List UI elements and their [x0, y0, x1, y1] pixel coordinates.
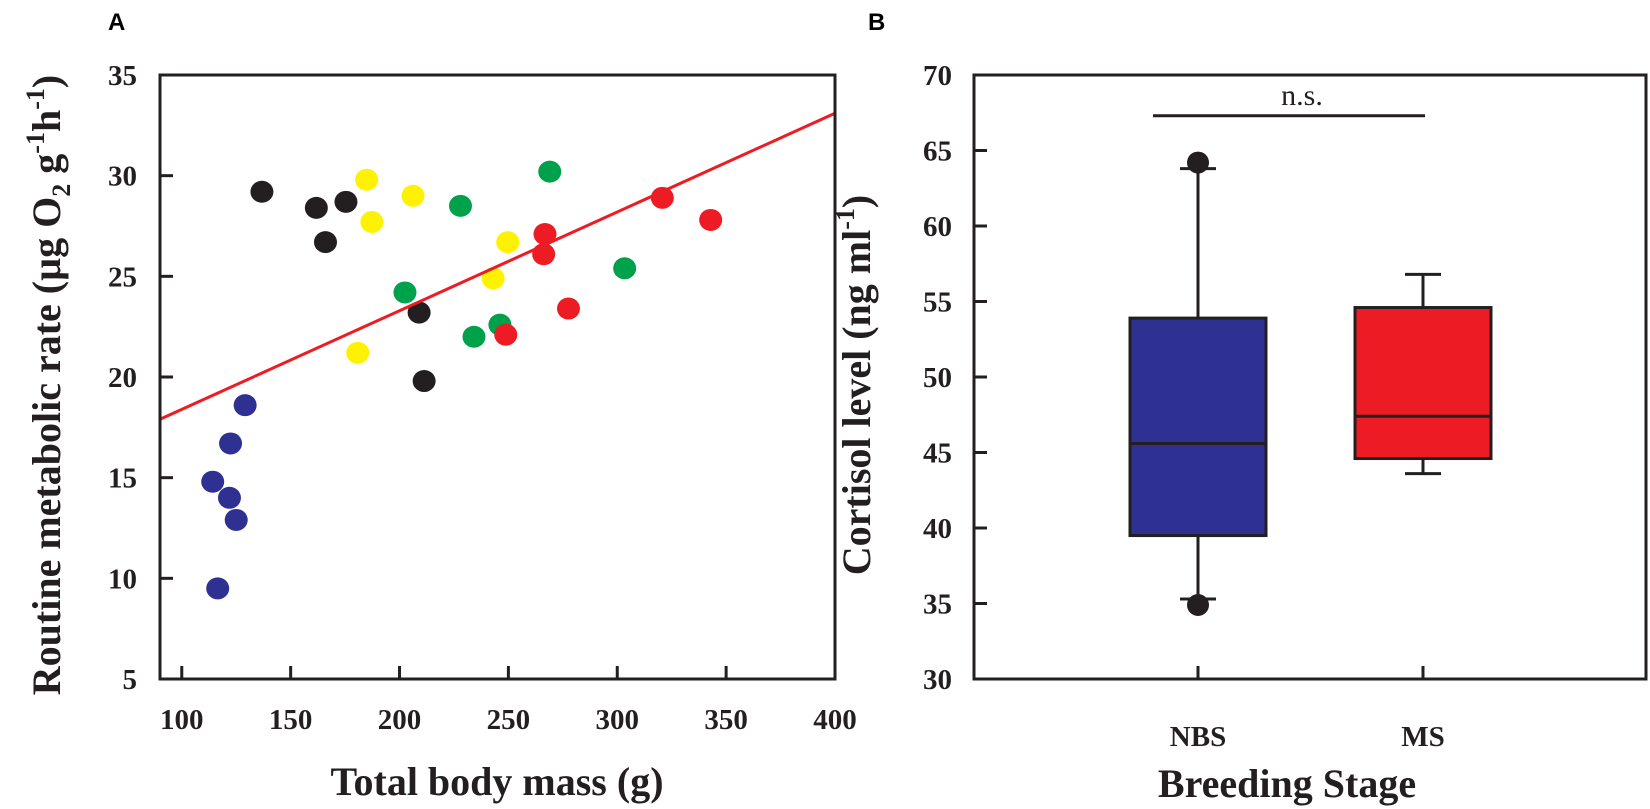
data-point-black — [334, 190, 358, 213]
y-tick-label: 35 — [108, 60, 137, 92]
box-nbs — [1128, 151, 1268, 617]
panel-label-b: B — [868, 9, 885, 36]
data-point-red — [650, 186, 674, 209]
y-title-sup: -1 — [831, 208, 860, 230]
y-title-main: Routine metabolic rate (µg O — [24, 197, 69, 696]
data-point-green — [393, 281, 417, 304]
data-point-green — [448, 194, 472, 217]
box-ms — [1353, 272, 1493, 476]
data-point-black — [304, 196, 328, 219]
y-tick-label: 70 — [923, 60, 952, 92]
y-tick-label: 15 — [108, 463, 137, 495]
x-tick-label: 300 — [596, 704, 640, 736]
data-point-red — [494, 323, 518, 346]
y-tick-label: 65 — [923, 136, 952, 168]
data-point-yellow — [346, 341, 370, 364]
x-tick-label: MS — [1401, 721, 1445, 753]
data-point-yellow — [355, 168, 379, 191]
data-point-green — [613, 257, 637, 280]
y-tick-label: 20 — [108, 362, 137, 394]
data-point-yellow — [360, 210, 384, 233]
panel-a-x-axis-title: Total body mass (g) — [330, 759, 663, 804]
data-point-yellow — [481, 267, 505, 290]
y-tick-label: 30 — [108, 161, 137, 193]
panel-b-x-axis-title: Breeding Stage — [1158, 761, 1416, 806]
y-tick-label: 60 — [923, 211, 952, 243]
regression-line — [159, 111, 836, 421]
data-point-green — [462, 325, 486, 348]
y-title-close: ) — [834, 195, 879, 208]
panel-b-y-axis-title: Cortisol level (ng ml-1) — [831, 195, 879, 576]
panel-a: A 100 150 200 250 300 350 400 5 10 15 20 25 30 35 Tot… — [21, 9, 857, 804]
x-tick-label: NBS — [1170, 721, 1226, 753]
data-point-black — [313, 231, 337, 254]
data-point-yellow — [401, 184, 425, 207]
panel-b-ticks: NBS MS 30 35 40 45 50 55 60 65 70 — [923, 60, 1445, 753]
data-point-blue — [224, 508, 248, 531]
x-tick-label: 150 — [269, 704, 313, 736]
y-title-sup1: -1 — [21, 132, 50, 154]
y-tick-label: 45 — [923, 438, 952, 470]
x-tick-label: 200 — [378, 704, 422, 736]
y-tick-label: 25 — [108, 261, 137, 293]
data-point-red — [699, 208, 723, 231]
data-point-black — [407, 301, 431, 324]
data-point-red — [533, 223, 557, 246]
data-point-black — [412, 370, 436, 393]
data-point-blue — [201, 470, 225, 493]
y-tick-label: 30 — [923, 664, 952, 696]
panel-a-plot — [159, 111, 836, 600]
data-point-blue — [217, 486, 241, 509]
panel-a-frame — [158, 73, 837, 681]
data-point-green — [538, 160, 562, 183]
panel-a-ticks: 100 150 200 250 300 350 400 5 10 15 20 25 30 35 — [108, 60, 857, 736]
panel-b-frame — [972, 73, 1648, 681]
outlier-point — [1187, 594, 1209, 617]
y-title-h: h — [24, 110, 69, 132]
outlier-point — [1187, 151, 1209, 174]
data-point-blue — [233, 394, 257, 417]
x-tick-label: 100 — [160, 704, 204, 736]
x-tick-label: 250 — [487, 704, 531, 736]
y-title-sub: 2 — [47, 184, 76, 197]
data-point-blue — [219, 432, 243, 455]
significance-label: n.s. — [1281, 79, 1323, 112]
box-iqr — [1128, 316, 1268, 538]
panel-b-plot — [1128, 114, 1493, 617]
y-tick-label: 40 — [923, 513, 952, 545]
panel-a-y-axis-title: Routine metabolic rate (µg O2 g-1h-1) — [21, 75, 76, 695]
y-title-main: Cortisol level (ng ml — [834, 230, 879, 576]
y-title-g: g — [24, 154, 69, 184]
data-point-red — [556, 297, 580, 320]
data-point-black — [250, 180, 274, 203]
x-tick-label: 400 — [813, 704, 857, 736]
box-iqr — [1353, 306, 1493, 461]
panel-label-a: A — [108, 9, 125, 36]
y-tick-label: 10 — [108, 563, 137, 595]
data-point-blue — [206, 577, 230, 600]
y-tick-label: 50 — [923, 362, 952, 394]
y-tick-label: 5 — [123, 664, 138, 696]
y-title-close: ) — [24, 75, 69, 88]
data-point-yellow — [496, 231, 520, 254]
panel-b: B NBS MS 30 35 40 45 50 55 60 65 70 Breeding Stage… — [831, 9, 1648, 806]
y-tick-label: 35 — [923, 589, 952, 621]
x-tick-label: 350 — [704, 704, 748, 736]
y-title-sup2: -1 — [21, 88, 50, 110]
y-tick-label: 55 — [923, 287, 952, 319]
